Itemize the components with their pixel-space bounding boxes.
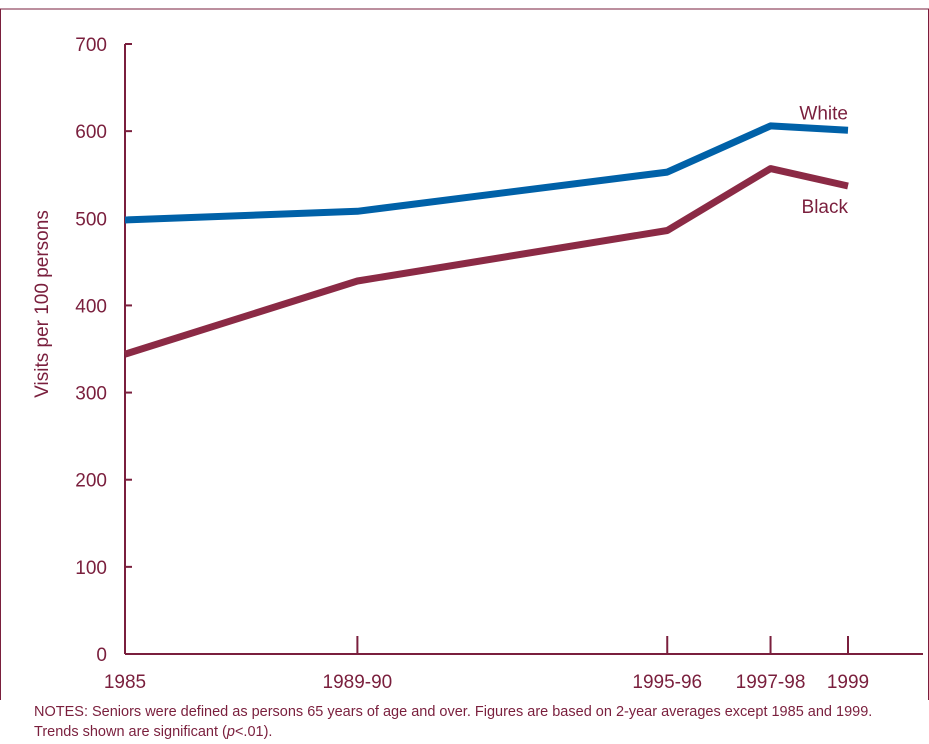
notes-suffix: <.01). [234, 724, 273, 740]
y-tick-label: 500 [75, 209, 107, 230]
y-tick-label: 400 [75, 296, 107, 317]
x-tick-label: 1989-90 [323, 672, 393, 693]
series-group [123, 122, 849, 358]
y-tick-label: 200 [75, 471, 107, 492]
y-tick-label: 0 [96, 645, 107, 666]
x-tick-label: 1995-96 [632, 672, 702, 693]
y-tick-label: 100 [75, 558, 107, 579]
y-tick-label: 700 [75, 35, 107, 56]
series-label-black: Black [802, 197, 849, 218]
line-chart: 0 100 200 300 400 500 600 700 1985 1989-90 1995-96… [0, 8, 929, 700]
y-axis-label: Visits per 100 persons [32, 210, 53, 398]
y-tick-label: 300 [75, 384, 107, 405]
series-line-white [124, 122, 849, 224]
x-tick-label: 1997-98 [736, 672, 806, 693]
series-label-white: White [799, 103, 848, 124]
axes: 0 100 200 300 400 500 600 700 1985 1989-90 1995-96… [75, 35, 923, 693]
notes-p-symbol: p [226, 724, 235, 740]
x-tick-label: 1999 [827, 672, 869, 693]
series-line-black [123, 165, 849, 358]
x-tick-label: 1985 [104, 672, 146, 693]
series-labels: White Black [799, 103, 848, 218]
notes-prefix: NOTES: Seniors were defined as persons 6… [34, 704, 873, 740]
y-tick-label: 600 [75, 122, 107, 143]
notes-text: NOTES: Seniors were defined as persons 6… [34, 702, 919, 742]
